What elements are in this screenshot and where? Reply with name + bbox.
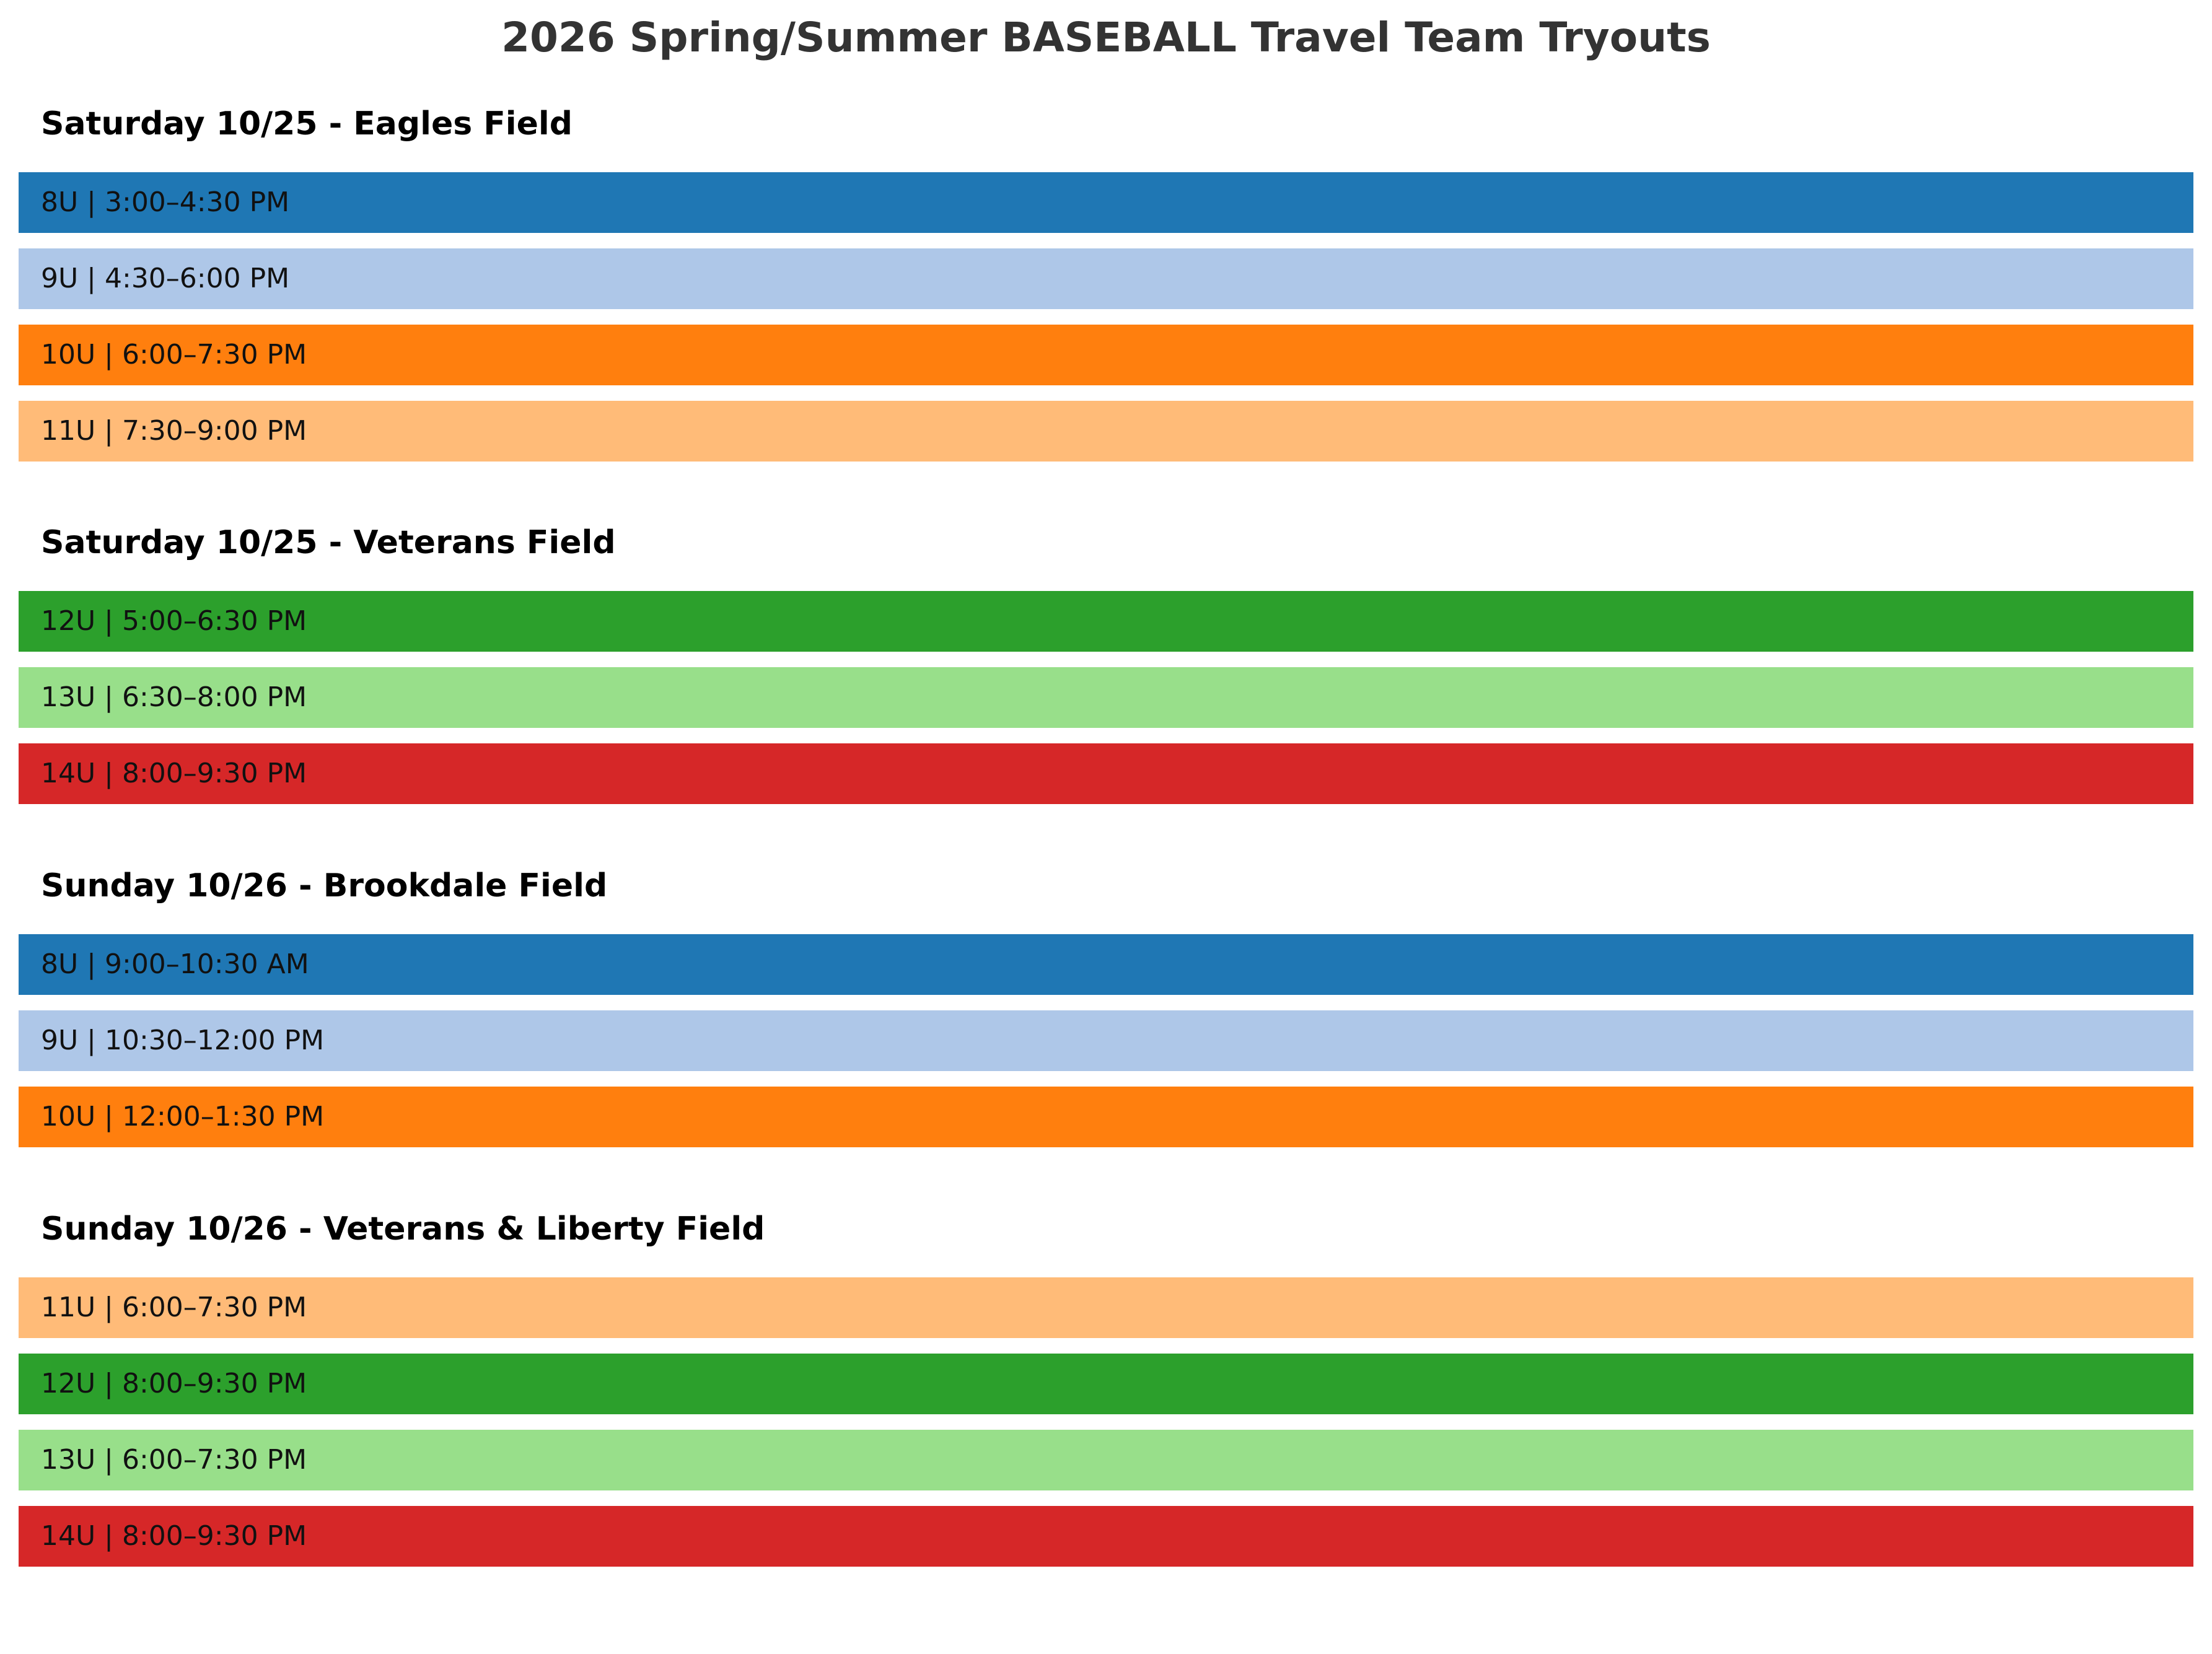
- slot-bar-13u: 13U | 6:30–8:00 PM: [19, 667, 2193, 728]
- slot-bar-9u: 9U | 10:30–12:00 PM: [19, 1010, 2193, 1071]
- slot-label: 10U | 12:00–1:30 PM: [41, 1101, 325, 1132]
- section-heading: Sunday 10/26 - Veterans & Liberty Field: [41, 1210, 765, 1248]
- slot-bar-12u: 12U | 5:00–6:30 PM: [19, 591, 2193, 652]
- slot-label: 11U | 7:30–9:00 PM: [41, 415, 307, 447]
- slot-label: 9U | 4:30–6:00 PM: [41, 263, 290, 294]
- page-title: 2026 Spring/Summer BASEBALL Travel Team …: [501, 14, 1711, 61]
- slot-label: 11U | 6:00–7:30 PM: [41, 1292, 307, 1323]
- slot-label: 8U | 3:00–4:30 PM: [41, 186, 290, 218]
- slot-bar-11u: 11U | 6:00–7:30 PM: [19, 1277, 2193, 1338]
- slot-label: 8U | 9:00–10:30 AM: [41, 948, 309, 980]
- slot-bar-11u: 11U | 7:30–9:00 PM: [19, 401, 2193, 462]
- slot-bar-9u: 9U | 4:30–6:00 PM: [19, 248, 2193, 309]
- slot-bar-14u: 14U | 8:00–9:30 PM: [19, 1506, 2193, 1567]
- section-heading: Sunday 10/26 - Brookdale Field: [41, 867, 608, 904]
- slot-label: 13U | 6:00–7:30 PM: [41, 1444, 307, 1476]
- slot-label: 14U | 8:00–9:30 PM: [41, 1520, 307, 1552]
- section-heading: Saturday 10/25 - Veterans Field: [41, 524, 616, 561]
- slot-bar-12u: 12U | 8:00–9:30 PM: [19, 1354, 2193, 1414]
- slot-label: 9U | 10:30–12:00 PM: [41, 1025, 325, 1056]
- slot-bar-10u: 10U | 6:00–7:30 PM: [19, 325, 2193, 385]
- slot-bar-10u: 10U | 12:00–1:30 PM: [19, 1087, 2193, 1147]
- slot-label: 10U | 6:00–7:30 PM: [41, 339, 307, 370]
- slot-bar-8u: 8U | 3:00–4:30 PM: [19, 172, 2193, 233]
- slot-label: 12U | 8:00–9:30 PM: [41, 1368, 307, 1399]
- slot-bar-13u: 13U | 6:00–7:30 PM: [19, 1430, 2193, 1490]
- slot-label: 12U | 5:00–6:30 PM: [41, 605, 307, 637]
- slot-label: 13U | 6:30–8:00 PM: [41, 681, 307, 713]
- section-heading: Saturday 10/25 - Eagles Field: [41, 105, 573, 142]
- slot-label: 14U | 8:00–9:30 PM: [41, 758, 307, 789]
- slot-bar-14u: 14U | 8:00–9:30 PM: [19, 743, 2193, 804]
- slot-bar-8u: 8U | 9:00–10:30 AM: [19, 934, 2193, 995]
